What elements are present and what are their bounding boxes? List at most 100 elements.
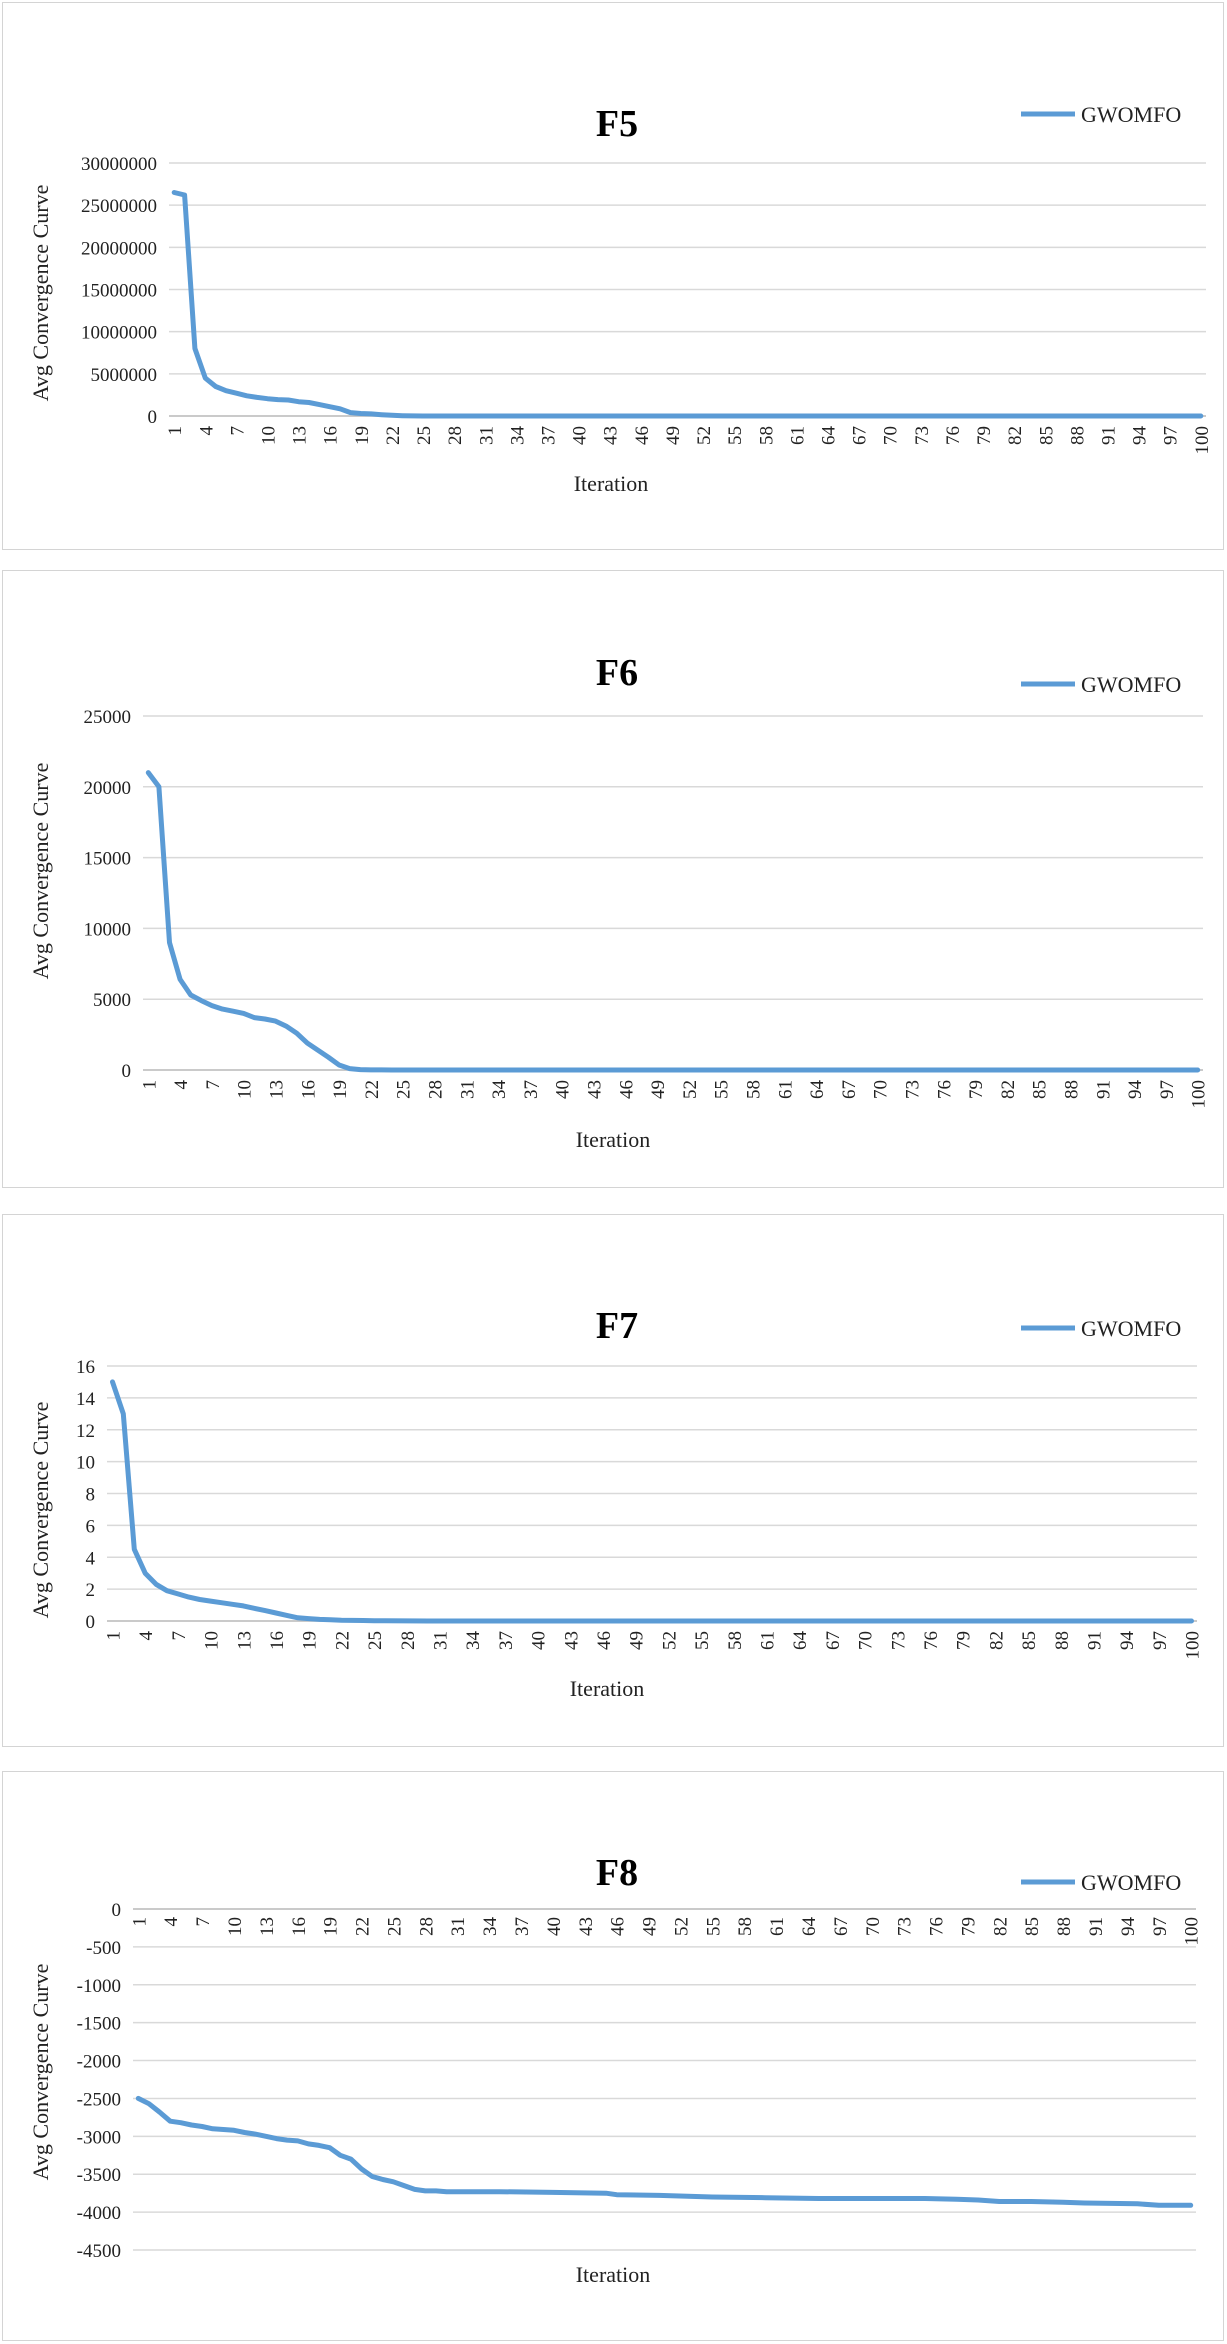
x-tick-label: 22	[353, 1917, 374, 1936]
x-tick-label: 7	[193, 1917, 214, 1927]
chart-title: F6	[596, 652, 638, 694]
x-tick-label: 70	[881, 426, 902, 445]
x-tick-label: 91	[1084, 1631, 1105, 1650]
x-tick-label: 34	[463, 1631, 484, 1651]
x-tick-label: 4	[171, 1080, 192, 1090]
x-tick-label: 25	[394, 1080, 415, 1099]
x-tick-label: 31	[457, 1080, 478, 1099]
x-tick-label: 58	[756, 426, 777, 445]
chart-f5: F5 GWOMFO Iteration Avg Convergence Curv…	[28, 102, 1213, 496]
x-tick-label: 79	[954, 1631, 975, 1650]
x-tick-label: 16	[321, 426, 342, 445]
x-tick-label: 79	[958, 1917, 979, 1936]
x-tick-label: 49	[663, 426, 684, 445]
y-tick-label: 0	[86, 1612, 96, 1633]
y-tick-label: 6	[86, 1516, 96, 1537]
x-tick-label: 16	[289, 1917, 310, 1936]
x-tick-label: 31	[476, 426, 497, 445]
x-tick-label: 94	[1130, 426, 1151, 446]
x-tick-label: 13	[257, 1917, 278, 1936]
x-tick-label: 67	[839, 1080, 860, 1099]
x-tick-label: 70	[856, 1631, 877, 1650]
y-tick-label: 30000000	[81, 154, 157, 175]
y-tick-label: 5000000	[91, 365, 158, 386]
legend: GWOMFO	[1021, 1870, 1181, 1895]
x-tick-label: 43	[561, 1631, 582, 1650]
x-tick-label: 88	[1067, 426, 1088, 445]
x-tick-label: 13	[267, 1080, 288, 1099]
y-tick-label: 0	[112, 1900, 122, 1921]
x-tick-label: 61	[757, 1631, 778, 1650]
x-tick-label: 43	[576, 1917, 597, 1936]
x-tick-label: 43	[585, 1080, 606, 1099]
x-tick-label: 46	[616, 1080, 637, 1099]
x-tick-label: 97	[1161, 426, 1182, 445]
chart-f6: F6 GWOMFO Iteration Avg Convergence Curv…	[28, 652, 1210, 1152]
x-axis-label: Iteration	[574, 471, 649, 496]
x-tick-label: 76	[927, 1917, 948, 1936]
chart-panel-f7: F7 GWOMFO Iteration Avg Convergence Curv…	[2, 1214, 1224, 1747]
x-tick-label: 4	[196, 426, 217, 436]
y-tick-label: -3500	[77, 2165, 121, 2186]
x-tick-label: 76	[921, 1631, 942, 1650]
x-tick-label: 7	[169, 1631, 190, 1641]
y-axis-label: Avg Convergence Curve	[28, 763, 53, 980]
legend: GWOMFO	[1021, 1316, 1181, 1341]
x-tick-label: 4	[161, 1917, 182, 1927]
y-tick-label: 25000000	[81, 196, 157, 217]
x-tick-label: 22	[383, 426, 404, 445]
y-tick-label: 16	[76, 1357, 95, 1378]
legend: GWOMFO	[1021, 102, 1181, 127]
x-tick-label: 61	[767, 1917, 788, 1936]
x-tick-label: 79	[974, 426, 995, 445]
x-tick-label: 16	[298, 1080, 319, 1099]
x-tick-label: 73	[903, 1080, 924, 1099]
chart-title: F7	[596, 1305, 638, 1347]
x-tick-label: 73	[912, 426, 933, 445]
x-tick-label: 16	[267, 1631, 288, 1650]
x-tick-label: 10	[259, 426, 280, 445]
x-tick-label: 55	[712, 1080, 733, 1099]
x-tick-label: 28	[426, 1080, 447, 1099]
chart-panel-f5: F5 GWOMFO Iteration Avg Convergence Curv…	[2, 2, 1224, 550]
y-tick-label: -1000	[77, 1976, 121, 1997]
x-tick-label: 67	[823, 1631, 844, 1650]
x-tick-label: 43	[601, 426, 622, 445]
x-tick-label: 10	[235, 1080, 256, 1099]
x-tick-label: 97	[1157, 1080, 1178, 1099]
x-tick-label: 37	[539, 426, 560, 445]
x-tick-label: 52	[671, 1917, 692, 1936]
x-tick-label: 40	[553, 1080, 574, 1099]
x-tick-label: 13	[290, 426, 311, 445]
x-tick-label: 85	[1030, 1080, 1051, 1099]
x-tick-label: 40	[570, 426, 591, 445]
x-tick-label: 19	[321, 1917, 342, 1936]
x-tick-label: 73	[888, 1631, 909, 1650]
x-tick-label: 52	[694, 426, 715, 445]
y-axis-label: Avg Convergence Curve	[28, 1964, 53, 2181]
x-tick-label: 55	[703, 1917, 724, 1936]
x-tick-label: 13	[234, 1631, 255, 1650]
x-tick-label: 91	[1093, 1080, 1114, 1099]
y-tick-label: 25000	[84, 707, 132, 728]
x-tick-label: 10	[225, 1917, 246, 1936]
x-tick-label: 64	[807, 1080, 828, 1100]
series-line-gwomfo	[110, 1379, 1194, 1624]
x-tick-label: 82	[986, 1631, 1007, 1650]
x-tick-label: 46	[594, 1631, 615, 1650]
chart-panel-f8: F8 GWOMFO Iteration Avg Convergence Curv…	[2, 1771, 1224, 2341]
y-tick-label: 15000	[84, 849, 132, 870]
x-tick-label: 79	[966, 1080, 987, 1099]
x-tick-label: 88	[1054, 1917, 1075, 1936]
x-tick-label: 31	[430, 1631, 451, 1650]
y-tick-label: 2	[86, 1580, 96, 1601]
x-tick-label: 85	[1019, 1631, 1040, 1650]
x-tick-label: 49	[648, 1080, 669, 1099]
chart-f8: F8 GWOMFO Iteration Avg Convergence Curv…	[28, 1852, 1203, 2287]
y-tick-label: 10	[76, 1453, 95, 1474]
x-tick-label: 28	[445, 426, 466, 445]
x-tick-label: 49	[640, 1917, 661, 1936]
x-tick-label: 31	[448, 1917, 469, 1936]
y-tick-label: -4500	[77, 2241, 121, 2262]
x-tick-label: 94	[1125, 1080, 1146, 1100]
